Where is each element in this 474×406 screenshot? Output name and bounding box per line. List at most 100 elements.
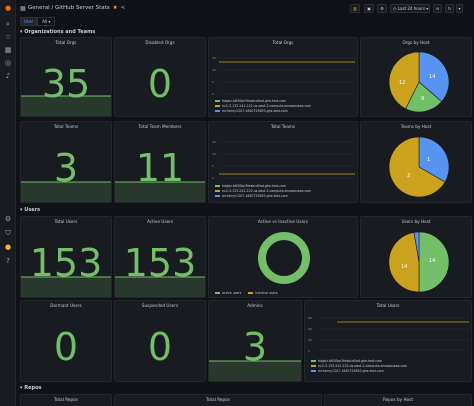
panel-title: Active vs Inactive Users	[258, 219, 308, 224]
panel-users-by-host[interactable]: Users by Host 14 14	[360, 216, 472, 298]
time-range-label: Last 24 hours	[397, 6, 425, 11]
zoom-out-button[interactable]: ⊖	[433, 4, 442, 13]
help-icon[interactable]: ?	[6, 257, 10, 265]
panel-title: Total Repos	[54, 397, 78, 402]
pie-label: 14	[401, 264, 407, 270]
stat-value: 11	[135, 146, 185, 190]
dashboards-grid-icon: ▦	[20, 5, 26, 12]
time-range-picker[interactable]: ◷ Last 24 hours ▾	[390, 4, 430, 13]
legend: tstgbz-b650be3feabcd0ad.ghe-test.com ec2…	[215, 99, 311, 114]
panel-total-teams[interactable]: Total Teams 3	[20, 121, 112, 203]
stat-value: 153	[29, 241, 103, 285]
panel-title: Repos by Host	[382, 397, 414, 402]
time-series-plot	[317, 317, 469, 351]
row-title-users[interactable]: ▾ Users	[20, 207, 41, 213]
panel-title: Teams by Host	[400, 124, 432, 129]
panel-active-vs-inactive[interactable]: Active vs Inactive Users active users in…	[208, 216, 358, 298]
search-icon[interactable]: ⌕	[6, 20, 10, 28]
panel-total-orgs[interactable]: Total Orgs 35	[20, 37, 112, 117]
starred-icon[interactable]: ☆	[4, 33, 12, 41]
pie-slice	[388, 232, 420, 293]
share-icon[interactable]: ⋖	[120, 5, 126, 11]
time-series-plot	[219, 141, 355, 179]
legend-item[interactable]: tstgbz-b650be3feabcd0ad.ghe-test.com	[215, 184, 311, 189]
panel-active-users[interactable]: Active Users 153	[114, 216, 206, 298]
panel-title: Orgs by Host	[402, 40, 430, 45]
panel-orgs-by-host[interactable]: Orgs by Host 12 14 9	[360, 37, 472, 117]
grafana-logo-icon[interactable]: ●	[4, 4, 12, 12]
favorite-star-icon[interactable]: ★	[112, 5, 118, 11]
variable-label: User	[20, 17, 38, 26]
panel-teams-by-host[interactable]: Teams by Host 1 2	[360, 121, 472, 203]
legend-item[interactable]: tstgbz-b650be3feabcd0ad.ghe-test.com	[215, 99, 311, 104]
alerting-icon[interactable]: ♪	[5, 72, 11, 80]
panel-title: Total Users	[376, 303, 400, 308]
row-title-users-label: Users	[24, 207, 41, 213]
y-axis-tick: 60	[308, 316, 312, 320]
pie-chart: 1 2	[388, 136, 450, 198]
panel-total-users-chart[interactable]: Total Users 60 40 20 0 tstgbz-b650be3fea…	[304, 300, 472, 382]
panel-title: Users by Host	[401, 219, 431, 224]
avatar[interactable]: ●	[4, 243, 12, 251]
panel-total-orgs-chart[interactable]: Total Orgs 15 10 5 0 tstgbz-b650be3feabc…	[208, 37, 358, 117]
panel-total-users[interactable]: Total Users 153	[20, 216, 112, 298]
panel-title: Suspended Users	[141, 303, 179, 308]
legend-item[interactable]: tstgbz-b650be3feabcd0ad.ghe-test.com	[311, 359, 407, 364]
panel-admins[interactable]: Admins 3	[208, 300, 302, 382]
explore-icon[interactable]: ◎	[4, 59, 12, 67]
donut-chart	[258, 232, 310, 284]
legend-item[interactable]: active users	[215, 291, 241, 295]
panel-suspended-users[interactable]: Suspended Users 0	[114, 300, 206, 382]
row-title-repos[interactable]: ▾ Repos	[20, 385, 42, 391]
legend-item[interactable]: mchenry1207-1640725650.ghe-test.com	[215, 109, 311, 114]
legend-item[interactable]: inactive users	[248, 291, 278, 295]
time-series-plot	[219, 57, 355, 95]
panel-title: Disabled Orgs	[145, 40, 175, 45]
legend-item[interactable]: ec2-3-133-241-222.us-east-2.compute.amaz…	[215, 189, 311, 194]
panel-title: Admins	[247, 303, 263, 308]
refresh-interval-button[interactable]: ▾	[456, 4, 463, 13]
settings-icon[interactable]: ⚙	[4, 215, 12, 223]
pie-chart: 12 14 9	[388, 51, 450, 113]
panel-title: Total Teams	[270, 124, 296, 129]
sparkline	[21, 181, 111, 202]
add-panel-button[interactable]: ▥	[350, 4, 360, 13]
dashboards-icon[interactable]: ▦	[4, 46, 12, 54]
sparkline	[21, 276, 111, 297]
y-axis-tick: 40	[308, 327, 312, 331]
pie-slice	[418, 51, 450, 103]
shield-icon[interactable]: ⛉	[5, 229, 11, 237]
panel-dormant-users[interactable]: Dormant Users 0	[20, 300, 112, 382]
panel-title: Total Team Members	[138, 124, 182, 129]
panel-total-teams-chart[interactable]: Total Teams 15 10 5 0 tstgbz-b650be3feab…	[208, 121, 358, 203]
panel-title: Total Orgs	[55, 40, 77, 45]
panel-title: Total Orgs	[272, 40, 294, 45]
pie-slice	[418, 231, 450, 293]
dashboard-settings-button[interactable]: ⚙	[377, 4, 387, 13]
y-axis-tick: 15	[212, 56, 216, 60]
refresh-button[interactable]: ↻	[445, 4, 454, 13]
pie-slice	[413, 231, 420, 263]
breadcrumb[interactable]: General / GitHub Server Stats ★ ⋖	[28, 5, 125, 11]
panel-title: Total Repos	[206, 397, 230, 402]
pie-label: 12	[399, 80, 405, 86]
y-axis-tick: 15	[212, 140, 216, 144]
panel-repos-by-host[interactable]: Repos by Host	[324, 394, 472, 406]
pie-label: 14	[429, 74, 435, 80]
legend: active users inactive users	[215, 291, 278, 295]
legend-item[interactable]: mchenry1207-1640725650.ghe-test.com	[311, 369, 407, 374]
panel-total-repos-2[interactable]: Total Repos	[114, 394, 322, 406]
legend-item[interactable]: ec2-3-133-241-222.us-east-2.compute.amaz…	[311, 364, 407, 369]
legend-item[interactable]: ec2-3-133-241-222.us-east-2.compute.amaz…	[215, 104, 311, 109]
panel-disabled-orgs[interactable]: Disabled Orgs 0	[114, 37, 206, 117]
top-bar: ▦ General / GitHub Server Stats ★ ⋖ ▥ ▣ ⚙ …	[16, 0, 474, 28]
row-title-orgs[interactable]: ▾ Organizations and Teams	[20, 29, 96, 35]
y-axis-tick: 10	[212, 152, 216, 156]
variable-value: All	[42, 19, 48, 24]
breadcrumb-text[interactable]: General / GitHub Server Stats	[28, 5, 110, 11]
panel-total-repos[interactable]: Total Repos	[20, 394, 112, 406]
save-dashboard-button[interactable]: ▣	[364, 4, 374, 13]
legend-item[interactable]: mchenry1207-1640725650.ghe-test.com	[215, 194, 311, 199]
variable-select[interactable]: All ▾	[37, 17, 56, 26]
panel-total-team-members[interactable]: Total Team Members 11	[114, 121, 206, 203]
